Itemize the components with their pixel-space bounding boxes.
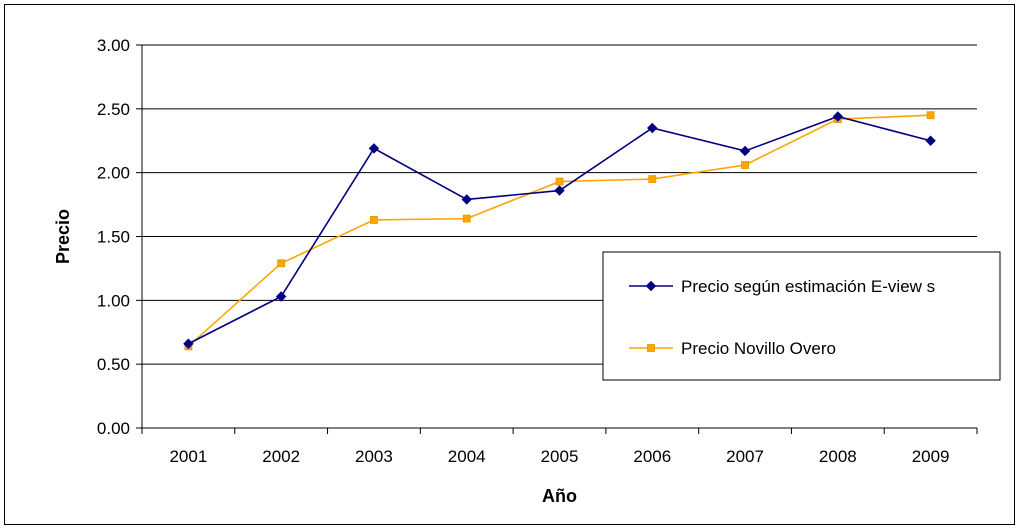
y-axis-title: Precio — [53, 209, 73, 264]
x-tick-label: 2002 — [262, 447, 300, 466]
series-precio-estimacion — [183, 111, 936, 349]
y-tick-label: 3.00 — [97, 36, 130, 55]
y-tick-label: 2.50 — [97, 100, 130, 119]
data-point — [368, 143, 380, 154]
legend-box — [602, 251, 1001, 381]
data-point — [183, 338, 194, 349]
x-tick-label: 2009 — [912, 447, 950, 466]
y-tick-label: 2.00 — [97, 164, 130, 183]
x-tick-label: 2007 — [726, 447, 764, 466]
x-tick-label: 2005 — [541, 447, 579, 466]
x-tick-label: 2008 — [819, 447, 857, 466]
data-point — [370, 216, 378, 224]
x-axis-title: Año — [542, 486, 577, 506]
data-point — [739, 145, 751, 157]
legend-label: Precio según estimación E-view s — [681, 277, 935, 296]
data-point — [648, 175, 657, 183]
series-lines — [183, 111, 936, 351]
data-point — [275, 291, 287, 302]
data-point — [461, 194, 472, 205]
data-point — [554, 185, 565, 196]
legend: Precio según estimación E-view s Precio N… — [602, 251, 1001, 381]
data-point — [277, 259, 286, 268]
data-point — [462, 214, 471, 223]
data-point — [741, 161, 749, 169]
data-point — [832, 111, 844, 122]
y-tick-label: 0.00 — [97, 419, 130, 438]
x-tick-label: 2006 — [633, 447, 671, 466]
data-point — [926, 111, 935, 120]
data-point — [555, 177, 564, 186]
legend-swatch-marker — [647, 344, 655, 352]
data-point — [647, 122, 658, 134]
axes: 0.00 0.50 1.00 1.50 2.00 2.50 3.00 2001 2002 2003… — [97, 36, 978, 466]
legend-swatch-marker — [645, 280, 657, 292]
x-tick-label: 2003 — [355, 447, 393, 466]
legend-label: Precio Novillo Overo — [681, 339, 836, 358]
y-tick-label: 0.50 — [97, 355, 130, 374]
x-tick-label: 2001 — [169, 447, 207, 466]
y-tick-label: 1.50 — [97, 228, 130, 247]
x-tick-label: 2004 — [448, 447, 486, 466]
data-point — [925, 135, 936, 146]
y-tick-label: 1.00 — [97, 291, 130, 310]
